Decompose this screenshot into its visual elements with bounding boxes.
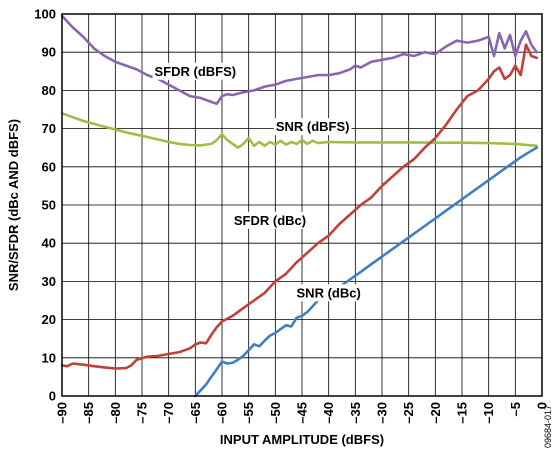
x-tick-label: –90 [55,402,70,424]
y-tick-label: 80 [42,83,56,98]
series-line-snr-dbfs [60,112,539,149]
x-tick-label: –80 [108,402,123,424]
y-axis-label: SNR/SFDR (dBc AND dBFS) [6,119,21,291]
x-tick-label: 0 [535,402,550,409]
series-label-bg [152,62,239,80]
series-lines [60,14,539,398]
x-axis-label: INPUT AMPLITUDE (dBFS) [220,432,384,447]
figure-id: 09684-017 [543,405,553,448]
x-tick-label: –65 [188,402,203,424]
series-line-sfdr-dbc [60,43,539,370]
x-tick-label: –35 [348,402,363,424]
x-tick-label: –85 [81,402,96,424]
y-tick-label: 10 [42,350,56,365]
x-tick-label: –50 [268,402,283,424]
x-tick-label: –15 [455,402,470,424]
series-annotations: SFDR (dBFS) SNR (dBFS) SFDR (dBc) SNR (dBc) [152,62,363,302]
y-tick-label: 0 [49,389,56,404]
y-tick-label: 20 [42,312,56,327]
x-tick-label: –5 [508,402,523,416]
x-tick-label: –75 [135,402,150,424]
series-label-snr-dbfs: SNR (dBFS) [276,119,350,134]
series-label-sfdr-dbc: SFDR (dBc) [234,213,306,228]
series-line-snr-dbc [194,146,539,398]
series-label-sfdr-dbfs: SFDR (dBFS) [155,64,237,79]
x-tick-label: –55 [241,402,256,424]
y-tick-label: 40 [42,236,56,251]
y-tick-label: 60 [42,159,56,174]
x-tick-label: –70 [161,402,176,424]
y-tick-label: 30 [42,274,56,289]
y-tick-labels: 0 10 20 30 40 50 60 70 80 90 100 [34,7,56,404]
y-tick-label: 50 [42,198,56,213]
x-tick-label: –10 [481,402,496,424]
series-label-bg [294,284,363,302]
series-label-bg [231,211,309,229]
plot-frame [61,13,543,397]
series-label-bg [273,118,352,136]
y-tick-label: 90 [42,45,56,60]
x-tick-label: –45 [295,402,310,424]
x-tick-label: –20 [428,402,443,424]
series-label-snr-dbc: SNR (dBc) [297,285,361,300]
y-tick-label: 70 [42,121,56,136]
x-tick-labels: –90 –85 –80 –75 –70 –65 –60 –55 –50 –45 –40 –35 –30–… [55,402,550,424]
grid [62,14,542,396]
x-tick-label: –60 [215,402,230,424]
x-tick-label: –30 [375,402,390,424]
x-tick-label: –40 [321,402,336,424]
x-tick-label: –25 [401,402,416,424]
y-tick-label: 100 [34,7,56,22]
